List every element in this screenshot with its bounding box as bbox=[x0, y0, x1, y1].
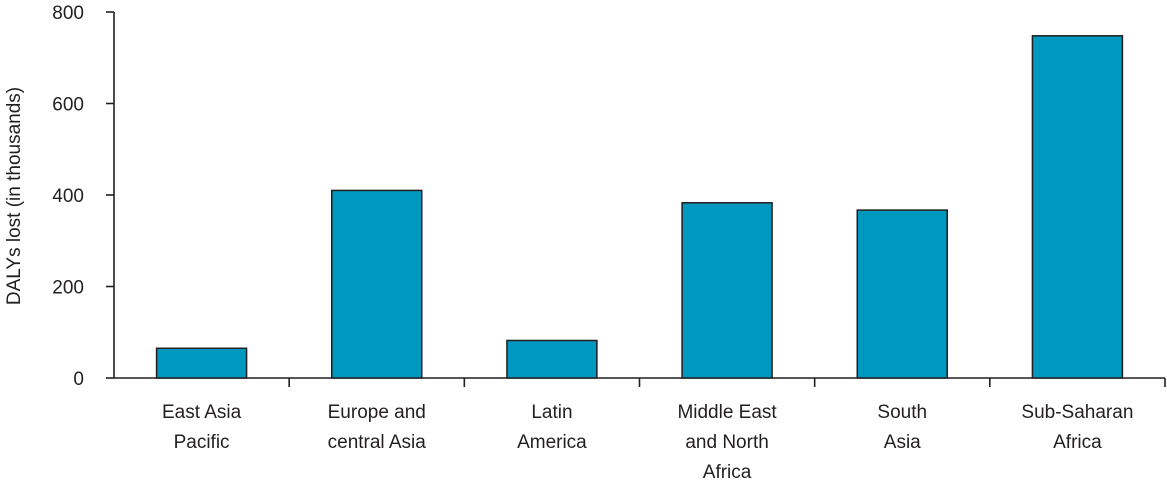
bar bbox=[1031, 35, 1124, 379]
bar bbox=[856, 209, 948, 379]
x-category-label: Pacific bbox=[174, 432, 230, 453]
y-tick-label: 400 bbox=[52, 186, 84, 207]
x-category-label: Sub-Saharan bbox=[1021, 402, 1133, 423]
y-tick-label: 600 bbox=[52, 95, 84, 116]
x-category-label: Africa bbox=[1053, 432, 1102, 453]
x-category-label: Latin bbox=[531, 402, 572, 423]
x-category-label: Asia bbox=[884, 432, 921, 453]
x-category-label: Europe and bbox=[328, 402, 426, 423]
x-axis bbox=[114, 377, 1166, 387]
y-tick-label: 800 bbox=[52, 3, 84, 24]
x-category-label: Africa bbox=[703, 462, 752, 482]
x-category-label: central Asia bbox=[328, 432, 427, 453]
bar bbox=[331, 189, 423, 379]
y-tick-label: 200 bbox=[52, 278, 84, 299]
x-category-label: East Asia bbox=[162, 402, 242, 423]
x-category-label: South bbox=[877, 402, 927, 423]
bars bbox=[155, 35, 1124, 379]
y-tick-label: 0 bbox=[73, 369, 84, 390]
x-category-label: and North bbox=[685, 432, 768, 453]
category-labels: East Asia Pacific Europe and central Asia La… bbox=[162, 402, 1133, 482]
x-category-label: Middle East bbox=[677, 402, 777, 423]
y-axis: 0 200 400 600 800 bbox=[52, 3, 115, 390]
bar bbox=[681, 202, 773, 379]
bar bbox=[155, 347, 248, 379]
x-category-label: America bbox=[517, 432, 587, 453]
y-axis-title: DALYs lost (in thousands) bbox=[4, 87, 25, 305]
bar bbox=[506, 339, 598, 379]
